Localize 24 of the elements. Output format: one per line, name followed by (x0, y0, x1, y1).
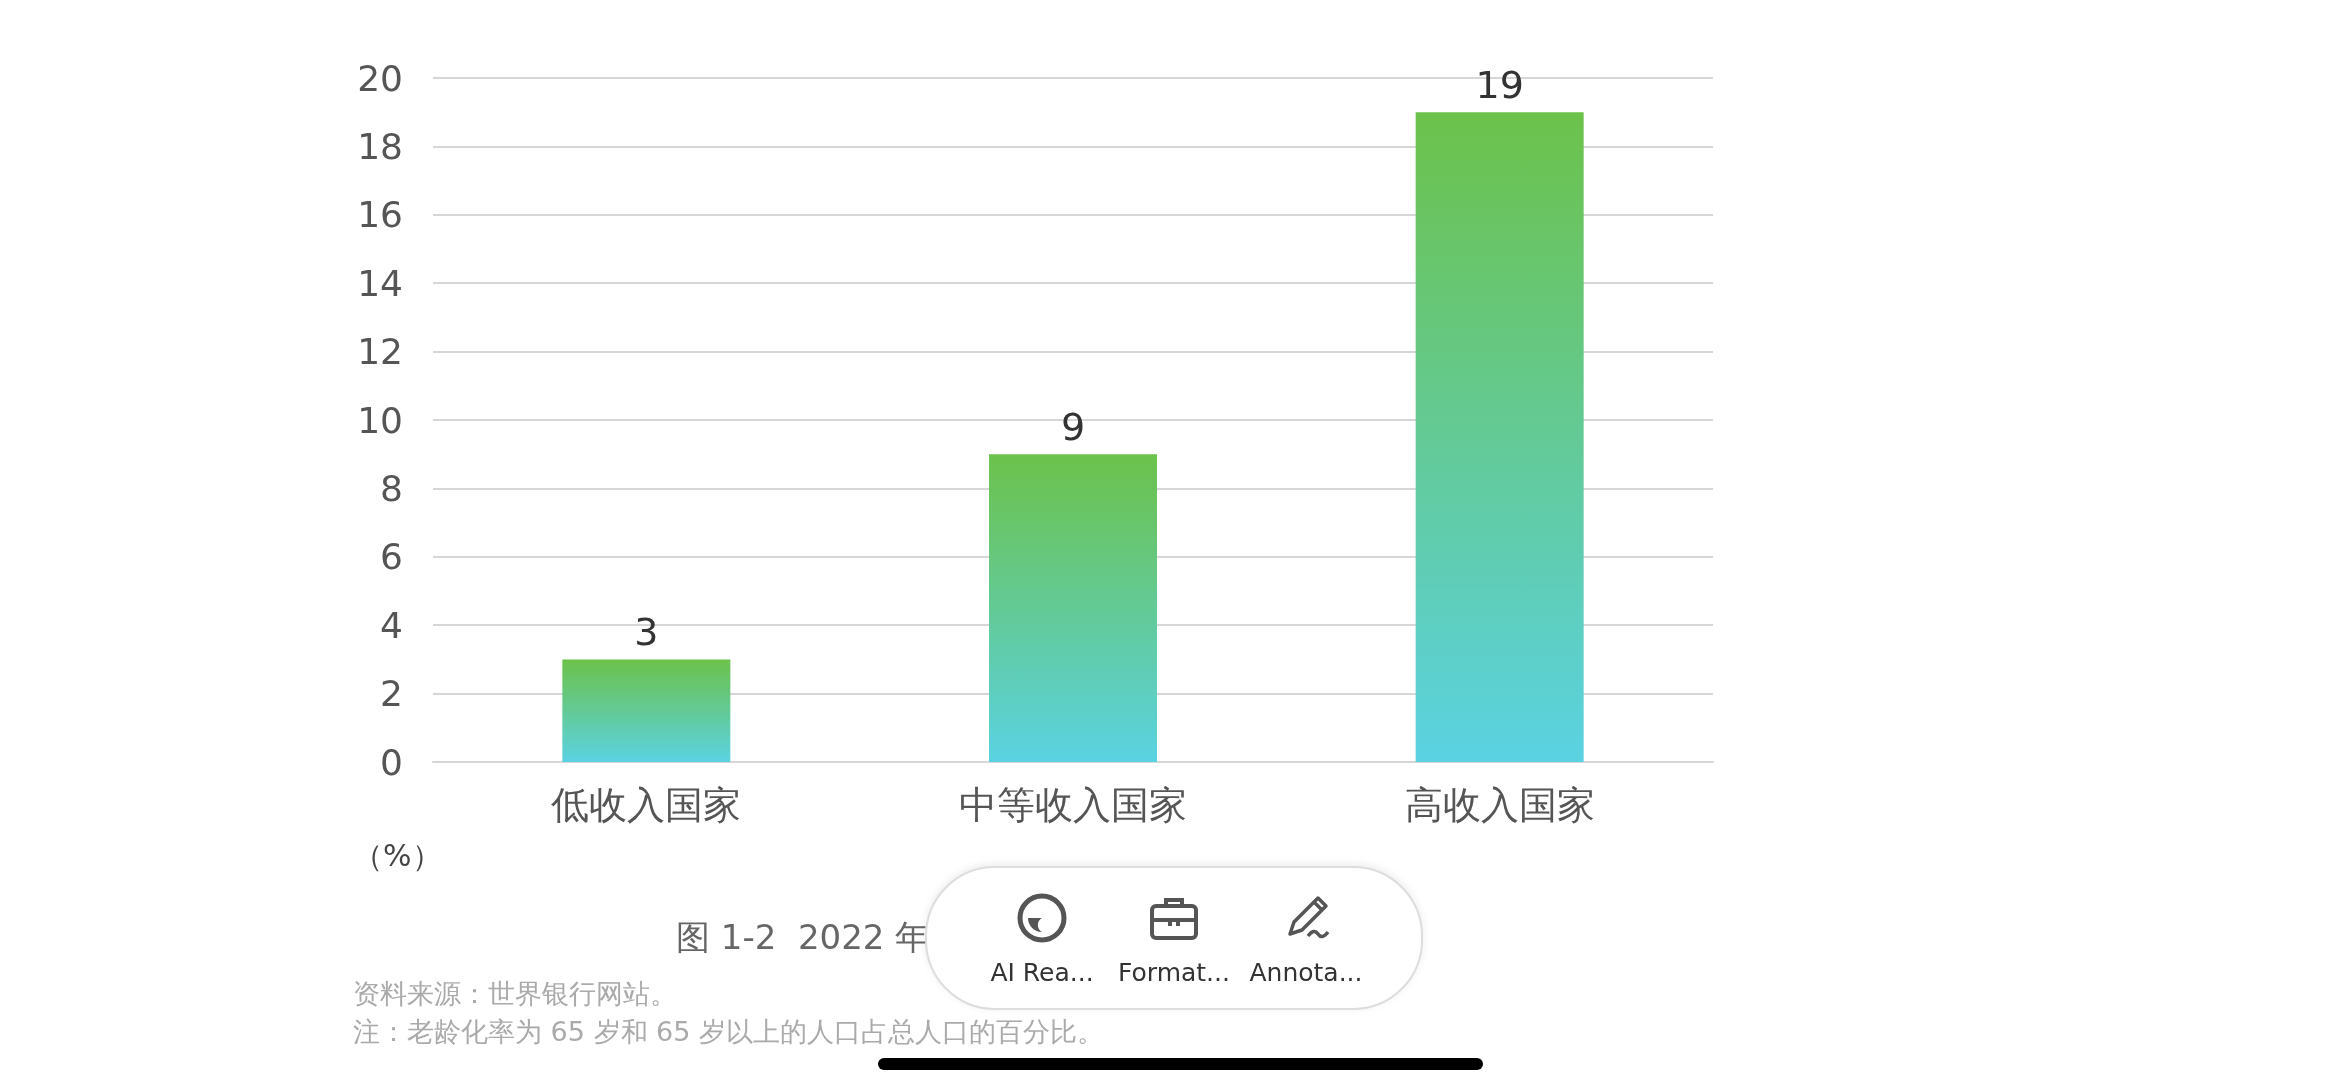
y-tick-label: 16 (357, 194, 403, 236)
y-tick-label: 4 (380, 604, 403, 646)
bar (989, 454, 1157, 762)
y-tick-label: 20 (357, 57, 403, 99)
x-tick-label: 高收入国家 (1404, 783, 1595, 827)
y-axis-title: （%） (353, 837, 442, 873)
bar (562, 659, 731, 762)
y-tick-label: 2 (380, 673, 403, 715)
y-tick-label: 14 (357, 262, 403, 304)
data-label: 3 (634, 610, 659, 655)
floating-toolbar: AI Rea... Format... Annota... (925, 866, 1423, 1010)
text: 注：老龄化率为 65 岁和 65 岁以上的人口占总人口的百分比。 (353, 1016, 1105, 1047)
data-label: 9 (1060, 405, 1086, 450)
y-tick-label: 0 (380, 741, 403, 783)
y-tick-label: 10 (357, 399, 403, 441)
bar (1415, 112, 1584, 762)
y-tick-label: 6 (380, 536, 403, 578)
text: 资料来源：世界银行网站。 (353, 978, 677, 1009)
y-tick-label: 12 (357, 331, 403, 373)
x-tick-label: 低收入国家 (551, 783, 742, 827)
y-tick-label: 18 (357, 125, 403, 167)
x-tick-label: 中等收入国家 (959, 783, 1187, 827)
data-label: 19 (1475, 63, 1524, 108)
y-tick-label: 8 (380, 467, 403, 509)
